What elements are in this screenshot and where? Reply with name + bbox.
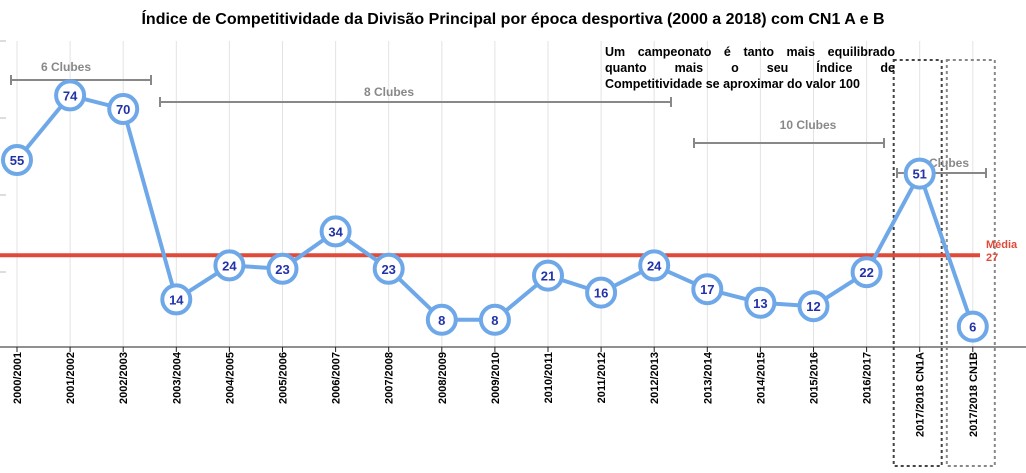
data-label: 51 [912, 167, 926, 182]
data-point [213, 249, 246, 282]
data-point [425, 303, 458, 336]
data-label: 23 [381, 262, 395, 277]
data-point [107, 93, 140, 125]
data-point [797, 290, 830, 323]
data-label: 6 [969, 320, 976, 335]
x-tick-label: 2001/2002 [65, 352, 77, 404]
data-label: 24 [222, 258, 237, 273]
x-tick-label: 2009/2010 [490, 352, 502, 404]
x-tick-label: 2016/2017 [862, 352, 874, 404]
data-label: 21 [541, 269, 555, 284]
data-point [532, 259, 564, 292]
x-tick-label: 2013/2014 [702, 351, 714, 404]
bracket-label: 8 Clubes [364, 85, 414, 99]
x-tick-label: 2015/2016 [809, 352, 821, 404]
annotation-line-3: Competitividade se aproximar do valor 10… [605, 77, 860, 91]
data-points: 55 74 70 14 24 23 34 23 8 8 21 16 24 17 13 12 22 51 6 [1, 79, 989, 343]
x-tick-label: 2005/2006 [278, 352, 290, 404]
x-tick-label: 2008/2009 [437, 352, 449, 404]
bracket-label: 10 Clubes [780, 118, 837, 132]
data-label: 23 [275, 262, 289, 277]
data-label: 14 [169, 292, 184, 307]
average-label: Média [986, 239, 1018, 251]
data-point [903, 157, 936, 190]
data-point [585, 276, 618, 309]
data-label: 24 [647, 258, 662, 273]
data-point [372, 252, 405, 285]
chart-title: Índice de Competitividade da Divisão Pri… [141, 9, 884, 28]
x-tick-label: 2007/2008 [384, 352, 396, 404]
x-tick-labels: 2000/2001 2001/2002 2002/2003 2003/2004 2004… [12, 351, 980, 437]
data-point [54, 79, 87, 112]
bracket-label: 6 Clubes [41, 60, 91, 74]
data-point [266, 252, 299, 285]
data-point [1, 144, 33, 176]
average-value-label: 27 [986, 252, 998, 264]
data-label: 17 [700, 282, 714, 297]
data-point [319, 215, 352, 248]
data-point [850, 256, 883, 289]
x-tick-label: 2002/2003 [118, 352, 130, 404]
data-point [956, 310, 989, 343]
data-label: 8 [491, 313, 498, 328]
dotted-box [892, 59, 943, 467]
x-tick-label: 2006/2007 [331, 352, 343, 404]
data-label: 34 [328, 224, 343, 239]
data-label: 12 [806, 299, 820, 314]
annotation-note: Um campeonato é tanto mais equilibrado q… [605, 44, 895, 92]
data-point [691, 273, 724, 306]
data-point [638, 249, 671, 282]
x-tick-label: 2003/2004 [171, 351, 183, 404]
data-label: 74 [63, 88, 78, 103]
x-tick-label: 2012/2013 [649, 352, 661, 404]
data-label: 22 [859, 265, 873, 280]
data-label: 70 [116, 102, 130, 117]
dotted-boxes [892, 59, 996, 467]
annotation-line-2: quanto mais o seu Índice de [605, 61, 895, 75]
x-tick-label: 2000/2001 [12, 352, 24, 404]
x-tick-label: 2017/2018 CN1B [968, 352, 980, 437]
x-tick-label: 2010/2011 [543, 352, 555, 403]
data-label: 13 [753, 296, 767, 311]
x-tick-label: 2011/2012 [596, 352, 608, 403]
data-point [744, 286, 777, 319]
x-tick-label: 2004/2005 [224, 352, 236, 404]
x-tick-label: 2017/2018 CN1A [915, 352, 927, 437]
data-point [160, 283, 193, 316]
x-tick-label: 2014/2015 [755, 352, 767, 404]
data-label: 16 [594, 286, 608, 301]
data-point [478, 303, 511, 336]
data-label: 55 [10, 153, 24, 168]
data-label: 8 [438, 313, 445, 328]
dotted-box [945, 59, 996, 467]
annotation-line-1: Um campeonato é tanto mais equilibrado [605, 45, 895, 59]
